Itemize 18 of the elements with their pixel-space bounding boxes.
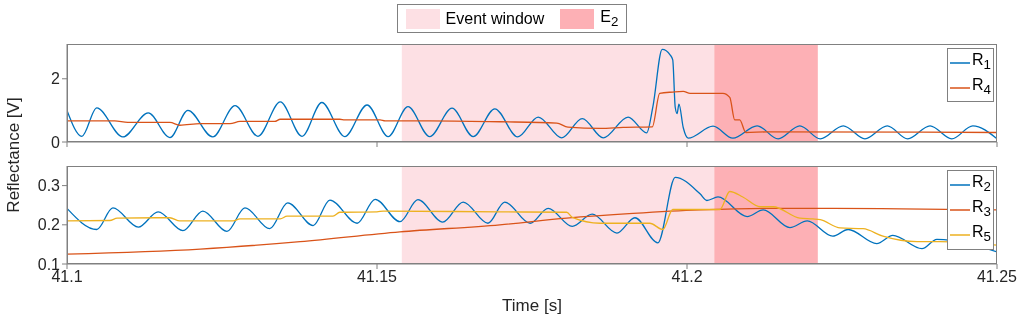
x-tick-label: 41.2 <box>671 268 703 286</box>
y-tick-label: 0 <box>51 133 61 151</box>
legend-label: R$_{1}$ <box>972 51 991 73</box>
line-series <box>67 176 997 253</box>
x-axis-title: Time [s] <box>502 296 562 315</box>
y-axis-title: Reflectance [V] <box>4 97 23 213</box>
line-series <box>67 190 997 246</box>
legend-label: R$_{3}$ <box>972 198 991 220</box>
legend-label: E$_{2}$ <box>600 8 619 30</box>
legend-label: Event window <box>445 9 545 28</box>
x-tick-label: 41.25 <box>976 268 1018 286</box>
y-tick-label: 0.3 <box>37 177 61 195</box>
x-tick-label: 41.15 <box>356 268 398 286</box>
legend-label: R$_{4}$ <box>972 76 991 98</box>
legend-label: R$_{5}$ <box>972 223 991 245</box>
legend-label: R$_{2}$ <box>972 173 991 195</box>
y-tick-label: 2 <box>51 70 61 88</box>
y-tick-label: 0.2 <box>37 216 61 234</box>
